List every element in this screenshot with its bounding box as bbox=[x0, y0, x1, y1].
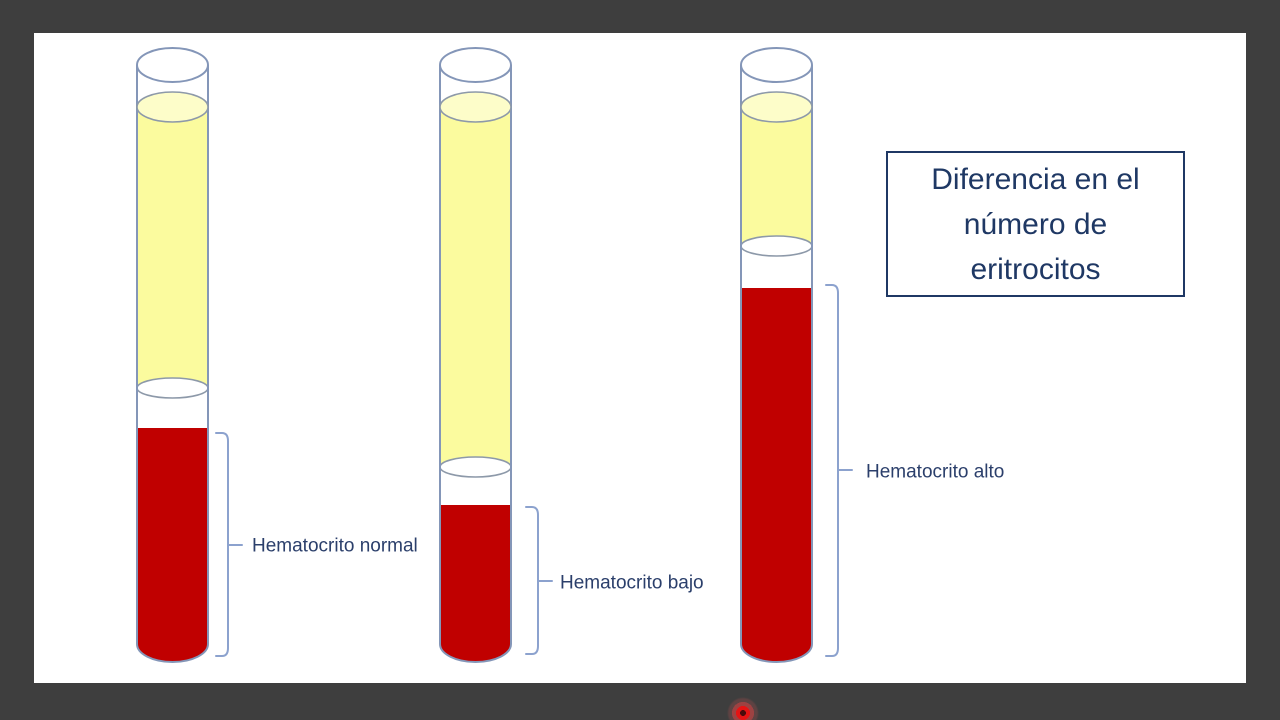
title-line-1: Diferencia en el bbox=[931, 162, 1140, 196]
red-cells-layer bbox=[137, 428, 208, 662]
band-ellipse bbox=[136, 377, 209, 399]
tube-outline bbox=[439, 65, 512, 663]
recording-pointer-dot bbox=[726, 696, 760, 720]
bracket-line bbox=[525, 506, 539, 655]
band-ellipse bbox=[439, 456, 512, 478]
test-tube-bajo bbox=[439, 47, 512, 663]
slide-panel bbox=[34, 33, 1246, 683]
bracket-normal bbox=[215, 432, 243, 657]
tube-label-alto: Hematocrito alto bbox=[866, 461, 1005, 483]
plasma-layer bbox=[741, 107, 812, 246]
red-cells-layer bbox=[741, 288, 812, 662]
plasma-layer bbox=[137, 107, 208, 388]
bracket-line bbox=[825, 284, 839, 657]
bracket-bajo bbox=[525, 506, 553, 655]
band-ellipse bbox=[740, 235, 813, 257]
tube-rim-ellipse bbox=[136, 47, 209, 83]
plasma-layer bbox=[440, 107, 511, 467]
plasma-surface-ellipse bbox=[439, 91, 512, 123]
tube-rim-ellipse bbox=[439, 47, 512, 83]
tube-outline bbox=[136, 65, 209, 663]
red-cells-layer bbox=[440, 505, 511, 662]
title-box: Diferencia en el número de eritrocitos bbox=[886, 151, 1185, 297]
plasma-surface-ellipse bbox=[136, 91, 209, 123]
title-line-3: eritrocitos bbox=[970, 252, 1101, 286]
tube-label-normal: Hematocrito normal bbox=[252, 535, 418, 557]
bracket-alto bbox=[825, 284, 853, 657]
tube-rim-ellipse bbox=[740, 47, 813, 83]
test-tube-normal bbox=[136, 47, 209, 663]
bracket-line bbox=[215, 432, 229, 657]
tube-outline bbox=[740, 65, 813, 663]
title-line-2: número de bbox=[963, 207, 1108, 241]
tube-label-bajo: Hematocrito bajo bbox=[560, 572, 704, 594]
plasma-surface-ellipse bbox=[740, 91, 813, 123]
test-tube-alto bbox=[740, 47, 813, 663]
